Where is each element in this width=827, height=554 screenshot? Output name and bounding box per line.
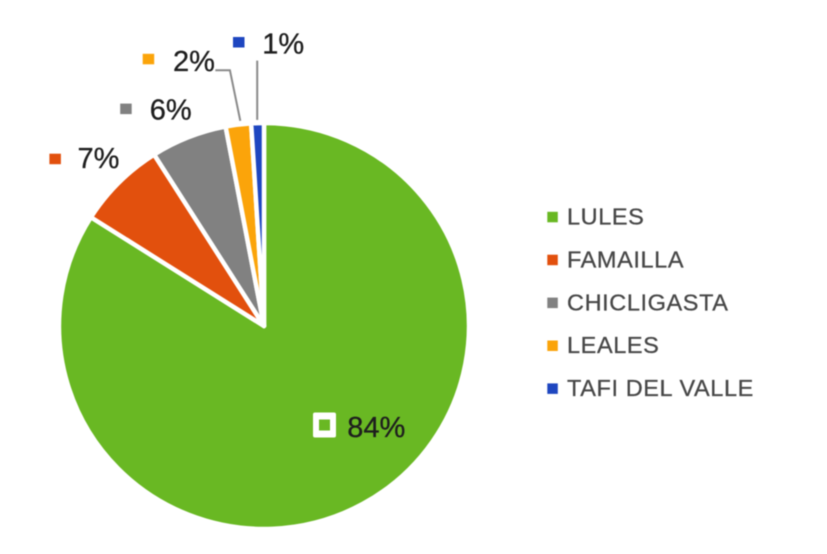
svg-text:7%: 7%: [78, 143, 120, 175]
svg-text:1%: 1%: [262, 29, 304, 61]
svg-text:84%: 84%: [347, 412, 405, 444]
svg-text:LULES: LULES: [567, 204, 644, 230]
svg-text:2%: 2%: [173, 46, 215, 78]
svg-text:TAFI DEL VALLE: TAFI DEL VALLE: [567, 375, 754, 401]
svg-text:CHICLIGASTA: CHICLIGASTA: [567, 289, 729, 315]
svg-text:LEALES: LEALES: [567, 332, 659, 358]
svg-text:FAMAILLA: FAMAILLA: [567, 246, 684, 272]
svg-text:6%: 6%: [150, 94, 192, 126]
